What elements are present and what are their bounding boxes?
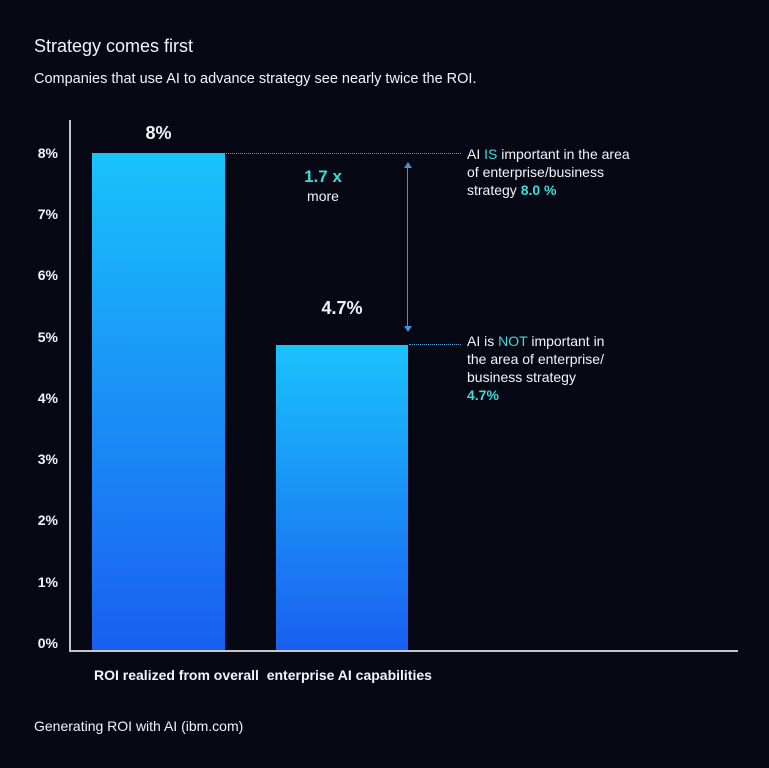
bar-1-value-label: 8% bbox=[145, 123, 172, 143]
y-tick-6: 6% bbox=[37, 267, 58, 283]
chart-subtitle: Companies that use AI to advance strateg… bbox=[34, 71, 477, 87]
y-tick-0: 0% bbox=[37, 635, 58, 651]
bar-ai-not-important bbox=[276, 345, 408, 650]
annotation-value-4-7: 4.7% bbox=[467, 387, 499, 403]
bar-ai-important bbox=[92, 153, 225, 650]
multiplier-value: 1.7 x bbox=[304, 167, 342, 186]
multiplier-caption: more bbox=[307, 188, 339, 204]
bar-2-value-label: 4.7% bbox=[321, 298, 363, 318]
annotation-ai-important: AI IS important in the area of enterpris… bbox=[467, 146, 630, 198]
annotation-ai-not-important: AI is NOT important in the area of enter… bbox=[467, 332, 707, 404]
y-tick-4: 4% bbox=[37, 390, 58, 406]
leader-line-2 bbox=[409, 344, 461, 345]
y-tick-5: 5% bbox=[37, 329, 58, 345]
y-tick-8: 8% bbox=[37, 145, 58, 161]
highlight-not: NOT bbox=[498, 333, 528, 349]
chart-title: Strategy comes first bbox=[34, 36, 194, 56]
highlight-is: IS bbox=[484, 146, 498, 162]
x-axis-label: ROI realized from overall enterprise AI … bbox=[94, 667, 432, 683]
y-tick-1: 1% bbox=[37, 574, 58, 590]
arrow-down-icon bbox=[404, 326, 412, 332]
difference-arrow-line bbox=[407, 164, 408, 328]
y-axis-line bbox=[69, 120, 71, 652]
x-axis-line bbox=[69, 650, 738, 652]
annotation-value-8: 8.0 % bbox=[520, 182, 557, 198]
y-tick-7: 7% bbox=[37, 206, 58, 222]
y-tick-2: 2% bbox=[37, 512, 58, 528]
arrow-up-icon bbox=[404, 162, 412, 168]
leader-line-1 bbox=[226, 153, 461, 154]
y-tick-3: 3% bbox=[37, 451, 58, 467]
source-caption: Generating ROI with AI (ibm.com) bbox=[34, 718, 244, 734]
